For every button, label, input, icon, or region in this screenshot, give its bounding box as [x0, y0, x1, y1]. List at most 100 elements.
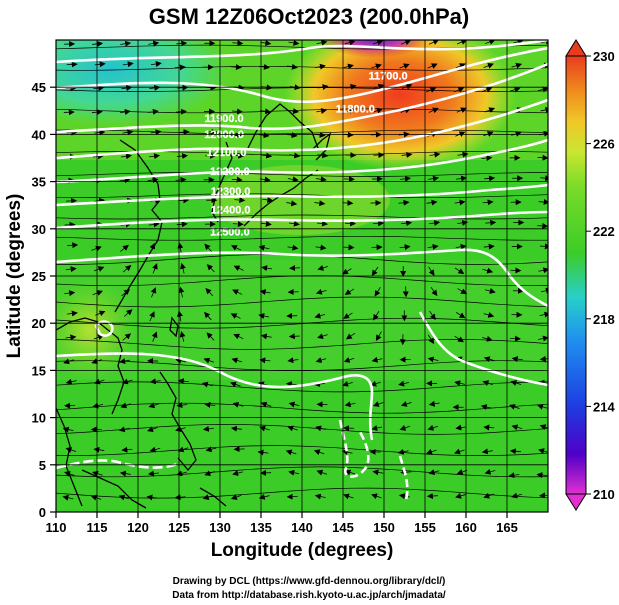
streamline-arrow — [94, 266, 105, 272]
streamline-arrow — [541, 287, 548, 294]
streamline-arrow — [177, 378, 189, 385]
streamline-arrow — [539, 424, 548, 431]
streamline-arrow — [342, 200, 354, 207]
contour-label: 12400.0 — [211, 205, 251, 217]
streamline-arrow — [428, 400, 440, 407]
streamline-arrow — [480, 404, 492, 410]
streamline-arrow — [537, 222, 548, 229]
streamline-arrow — [314, 493, 326, 500]
streamline-arrow — [374, 287, 381, 297]
streamline-arrow — [122, 129, 134, 136]
streamline-arrow — [372, 401, 384, 407]
streamline-arrow — [344, 40, 356, 46]
streamline-arrow — [121, 153, 132, 160]
streamline-arrow — [483, 424, 495, 431]
streamline-arrow — [317, 333, 328, 340]
streamline-arrow — [454, 380, 466, 387]
streamline-arrow — [344, 288, 355, 296]
streamline-arrow — [485, 219, 497, 226]
contour-line-1 — [56, 40, 548, 64]
streamline-arrow — [148, 221, 160, 228]
streamline-arrow — [484, 40, 496, 45]
streamline-arrow — [481, 448, 493, 455]
streamline-arrow — [260, 220, 272, 227]
streamline-arrow — [288, 401, 300, 408]
streamline-arrow — [400, 469, 412, 476]
streamline-arrow — [482, 86, 493, 93]
contour-label: 12100.0 — [207, 147, 247, 159]
streamline-arrow — [454, 335, 464, 343]
streamline-arrow — [510, 380, 522, 386]
x-tick-label: 125 — [168, 520, 190, 535]
streamline-arrow — [65, 334, 77, 341]
streamline-arrow — [64, 290, 76, 297]
streamline-arrow — [122, 333, 132, 341]
streamline-arrow — [457, 219, 469, 226]
coast-indochina — [56, 407, 83, 507]
streamline-arrow — [314, 312, 326, 319]
streamline-arrow — [205, 446, 217, 453]
streamline-arrow — [202, 425, 214, 432]
streamline-arrow — [456, 469, 468, 475]
contour-label: 12200.0 — [210, 166, 250, 178]
streamline-arrow — [371, 425, 383, 431]
streamline-arrow — [455, 243, 467, 250]
streamline-arrow — [455, 492, 466, 499]
streamline-arrow — [259, 176, 271, 183]
streamline-arrow — [230, 381, 241, 388]
colorbar-tick-label: 210 — [593, 487, 615, 502]
streamline-arrow — [148, 40, 160, 47]
streamline-arrow — [205, 287, 214, 297]
streamline-arrow — [429, 310, 436, 321]
streamline-arrow — [92, 402, 104, 409]
streamline-arrow — [344, 401, 356, 408]
x-tick-label: 145 — [332, 520, 354, 535]
x-tick-label: 155 — [414, 520, 436, 535]
streamline-arrow — [287, 176, 299, 183]
colorbar-tick-label: 226 — [593, 137, 615, 152]
streamline-arrow — [538, 199, 548, 206]
streamline-arrow — [93, 85, 105, 92]
streamline-arrow — [230, 494, 242, 500]
streamline-arrow — [231, 357, 243, 364]
streamline-arrow — [149, 446, 161, 453]
streamline-arrow — [483, 311, 495, 318]
streamline-arrow — [540, 175, 548, 182]
streamline-arrow — [287, 425, 298, 432]
streamline-arrow — [484, 468, 496, 475]
streamline-arrow — [119, 358, 131, 364]
streamline-arrow — [289, 265, 301, 272]
streamline-arrow — [456, 175, 468, 182]
streamline-arrow — [344, 107, 356, 114]
streamline-arrow — [428, 266, 435, 276]
height-contours — [56, 40, 548, 501]
streamline-arrow — [120, 244, 129, 252]
streamline-arrow — [122, 264, 132, 273]
x-tick-label: 130 — [209, 520, 231, 535]
streamline-arrow — [149, 311, 155, 322]
streamline-arrow — [231, 176, 243, 183]
contour-label: 11700.0 — [369, 71, 408, 83]
streamline-arrow — [539, 355, 548, 362]
x-tick-label: 110 — [46, 520, 67, 535]
streamline-arrow — [511, 131, 522, 137]
streamline-arrow — [230, 132, 242, 139]
streamline-arrow — [371, 63, 382, 70]
streamline-arrow — [314, 200, 326, 207]
streamline-arrow — [259, 425, 270, 432]
streamline-arrow — [483, 63, 494, 69]
streamline-arrow — [287, 244, 299, 251]
streamline-arrow — [150, 287, 157, 298]
streamline-arrow — [234, 197, 246, 204]
streamline-arrow — [259, 289, 271, 296]
streamline-arrow — [93, 446, 105, 453]
streamline-arrow — [537, 403, 548, 410]
streamline-arrow — [148, 402, 160, 409]
streamline-arrow — [372, 40, 384, 46]
streamline-arrow — [483, 356, 495, 363]
streamline-arrow — [426, 448, 437, 455]
streamline-arrow — [485, 288, 496, 294]
streamline-arrow — [399, 63, 410, 70]
streamline-arrow — [428, 469, 440, 475]
